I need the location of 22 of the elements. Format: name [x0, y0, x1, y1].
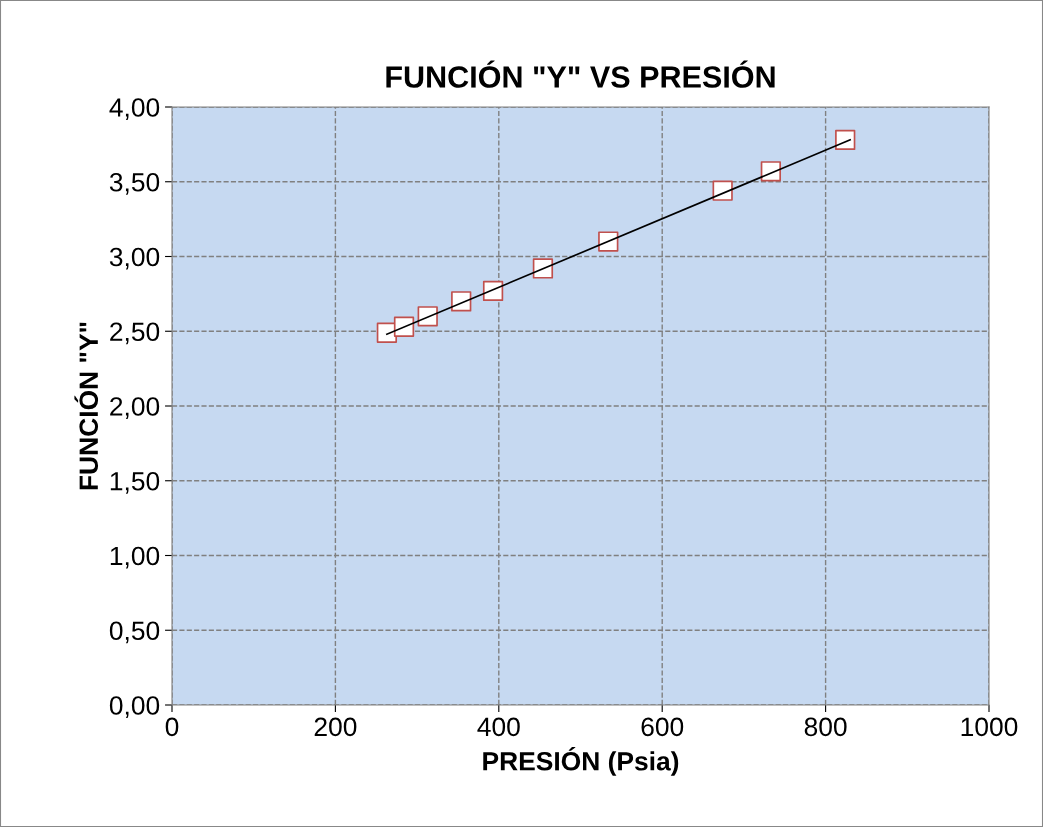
point [532, 258, 554, 279]
y-axis-title: FUNCIÓN "Y" [74, 322, 99, 490]
x-tick-label: 0 [165, 717, 179, 737]
y-tick-label: 1,00 [110, 546, 160, 569]
x-tick-label: 400 [477, 717, 520, 737]
point [451, 291, 472, 312]
y-tick-label: 3,00 [109, 247, 160, 270]
y-tick-label: 0,50 [109, 621, 160, 644]
y-tick-label: 3,50 [109, 172, 160, 195]
chart-title: FUNCIÓN "Y" VS PRESIÓN [386, 60, 775, 88]
y-tick-label: 4,00 [109, 98, 160, 120]
x-axis-title: PRESIÓN (Psia) [483, 746, 679, 776]
y-tick-label: 2,00 [110, 397, 160, 419]
x-tick-label: 800 [804, 717, 847, 737]
point [598, 231, 619, 252]
x-tick-label: 1000 [961, 717, 1018, 737]
x-tick-label: 600 [641, 717, 684, 737]
y-tick-label: 1,50 [110, 471, 160, 494]
y-tick-label: 2,50 [110, 322, 160, 345]
point [835, 129, 856, 151]
y-tick-label: 0,00 [109, 696, 160, 718]
x-tick-label: 200 [314, 717, 357, 737]
